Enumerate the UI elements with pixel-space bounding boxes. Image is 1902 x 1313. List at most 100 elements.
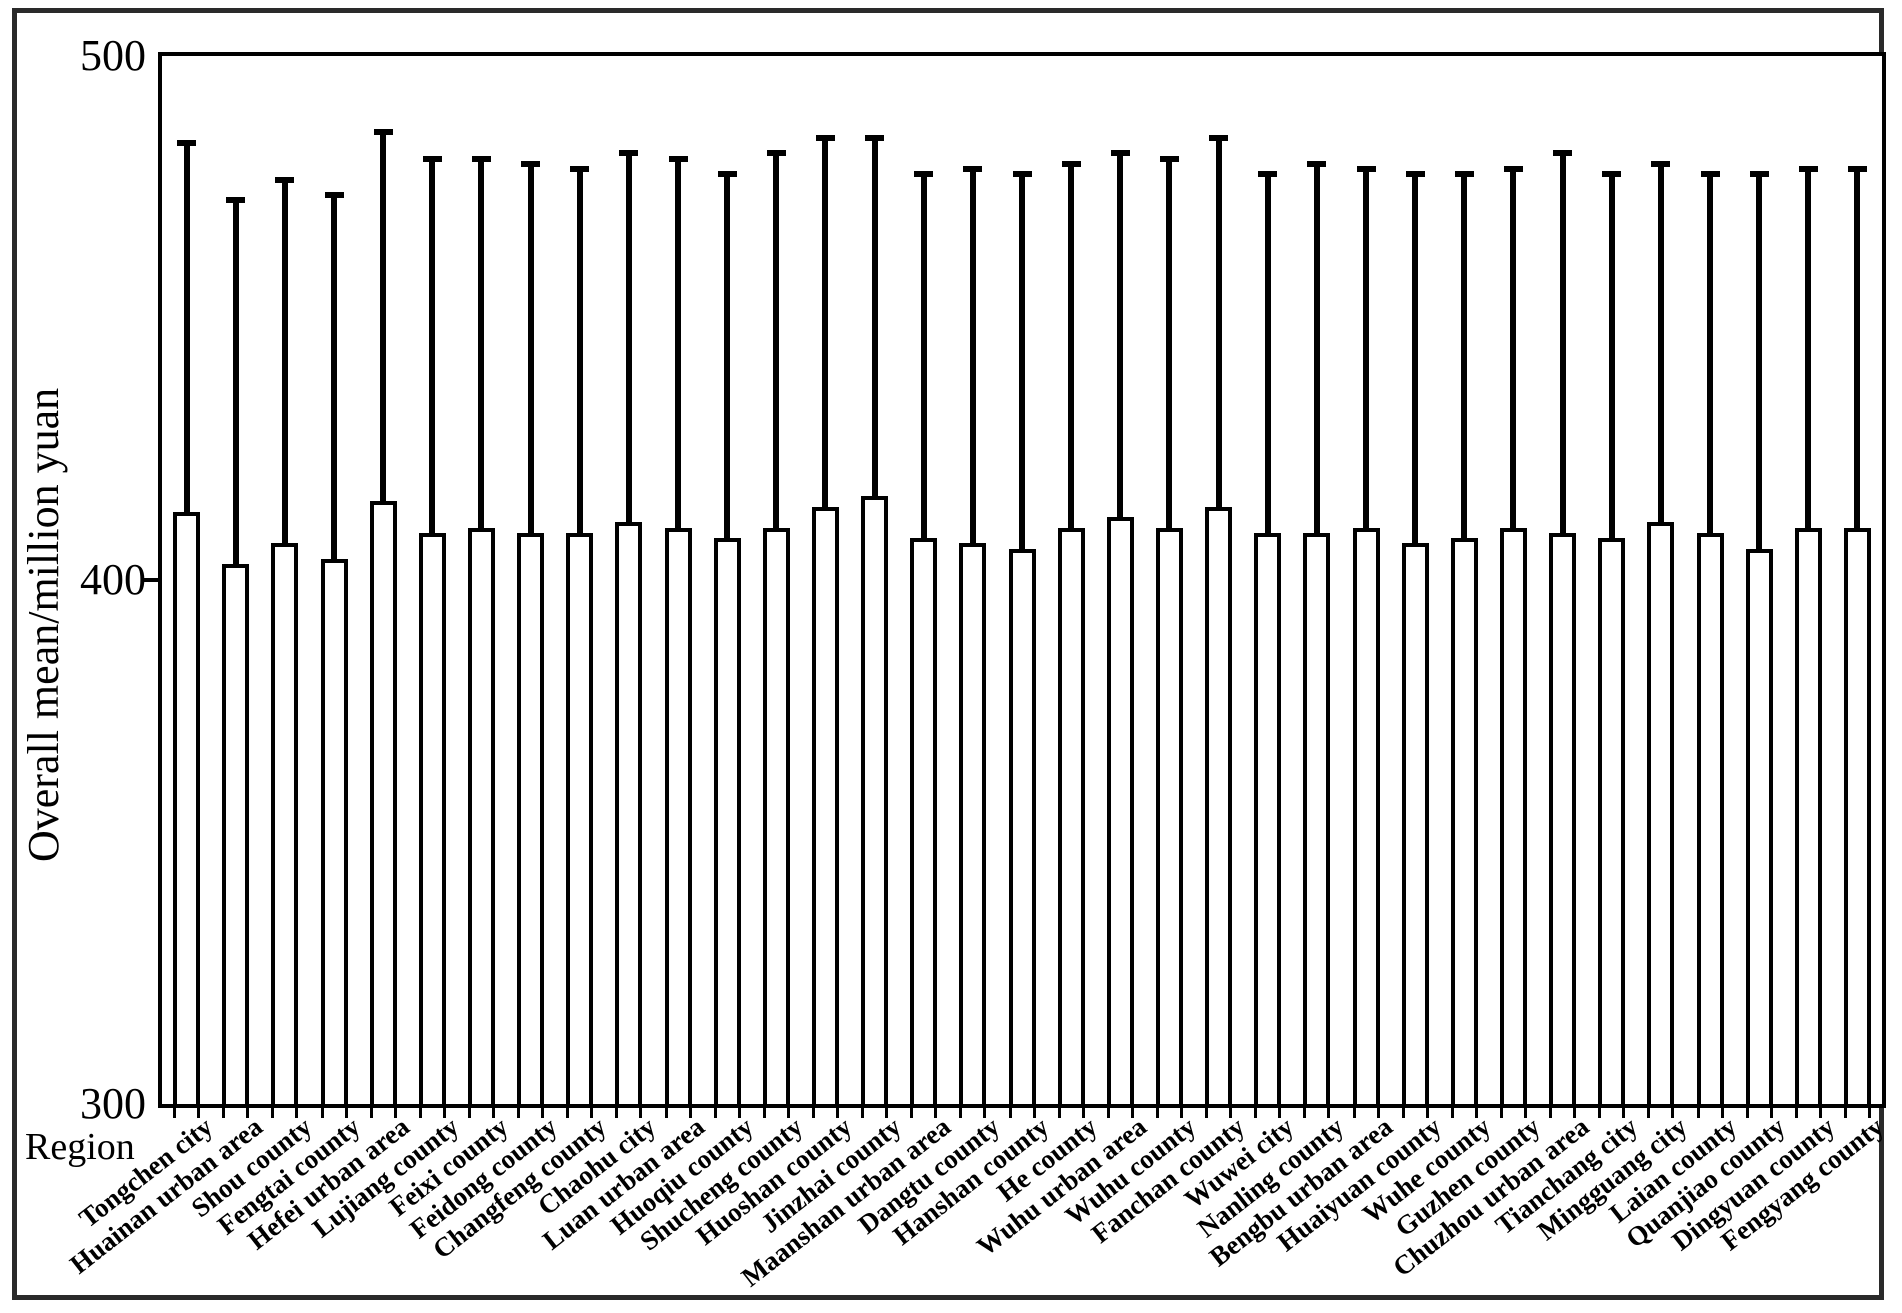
- x-tick: [393, 1104, 397, 1118]
- error-bar-cap: [1454, 171, 1474, 178]
- error-bar-cap: [815, 134, 835, 141]
- error-bar-stem: [1412, 171, 1419, 548]
- x-tick: [1229, 1104, 1233, 1118]
- x-tick: [541, 1104, 545, 1118]
- y-tick-label: 300: [80, 1079, 146, 1128]
- error-bar-cap: [865, 134, 885, 141]
- error-bar-stem: [1313, 160, 1320, 537]
- error-bar-cap: [324, 192, 344, 199]
- x-tick: [1057, 1104, 1061, 1118]
- error-bar-cap: [1503, 166, 1523, 173]
- x-tick: [861, 1104, 865, 1118]
- bar: [1549, 532, 1577, 1104]
- error-bar-cap: [668, 155, 688, 162]
- bar: [1794, 527, 1822, 1104]
- x-tick: [271, 1104, 275, 1118]
- bar: [1057, 527, 1085, 1104]
- x-tick: [885, 1104, 889, 1118]
- bar: [664, 527, 692, 1104]
- error-bar-cap: [226, 197, 246, 204]
- error-bar-cap: [619, 150, 639, 157]
- x-tick: [1549, 1104, 1553, 1118]
- x-tick: [983, 1104, 987, 1118]
- x-axis-title: Region: [25, 1126, 135, 1168]
- error-bar-stem: [232, 197, 239, 569]
- bar: [418, 532, 446, 1104]
- error-bar-stem: [331, 192, 337, 564]
- x-tick: [566, 1104, 570, 1118]
- error-bar-cap: [471, 155, 491, 162]
- bar: [1352, 527, 1380, 1104]
- x-tick: [1352, 1104, 1356, 1118]
- x-tick: [1032, 1104, 1036, 1118]
- bar: [762, 527, 790, 1104]
- x-tick: [1474, 1104, 1478, 1118]
- error-bar-stem: [1264, 171, 1271, 537]
- bar: [566, 532, 594, 1104]
- y-tick-label: 500: [80, 31, 146, 80]
- x-tick: [1794, 1104, 1798, 1118]
- error-bar-cap: [1405, 171, 1425, 178]
- error-bar-stem: [625, 150, 632, 527]
- error-bar-cap: [1061, 160, 1081, 167]
- x-tick: [1573, 1104, 1577, 1118]
- x-tick: [910, 1104, 914, 1118]
- bar: [1254, 532, 1282, 1104]
- error-bar-stem: [1608, 171, 1615, 543]
- x-tick: [1696, 1104, 1700, 1118]
- error-bar-stem: [1117, 150, 1124, 522]
- x-tick: [590, 1104, 594, 1118]
- error-bar-stem: [1559, 150, 1566, 537]
- x-tick: [959, 1104, 963, 1118]
- bar: [1450, 538, 1478, 1104]
- bar: [615, 522, 643, 1104]
- x-tick: [1867, 1104, 1871, 1118]
- x-tick: [442, 1104, 446, 1118]
- bar: [1401, 543, 1429, 1104]
- error-bar-cap: [914, 171, 934, 178]
- bar: [959, 543, 987, 1104]
- bar: [1155, 527, 1183, 1104]
- bar: [271, 543, 299, 1104]
- bar: [811, 506, 839, 1104]
- x-tick: [1303, 1104, 1307, 1118]
- x-tick: [1278, 1104, 1282, 1118]
- plot-area: [158, 52, 1886, 1118]
- error-bar-cap: [1798, 166, 1818, 173]
- bar: [1745, 548, 1773, 1104]
- bar: [517, 532, 545, 1104]
- x-tick: [1254, 1104, 1258, 1118]
- error-bar-stem: [1166, 155, 1173, 532]
- error-bar-stem: [1756, 171, 1763, 553]
- x-tick: [1818, 1104, 1822, 1118]
- error-bar-cap: [963, 166, 983, 173]
- error-bar-cap: [177, 139, 197, 146]
- error-bar-stem: [871, 134, 878, 501]
- x-tick: [1450, 1104, 1454, 1118]
- error-bar-stem: [576, 166, 583, 537]
- x-tick: [713, 1104, 717, 1118]
- bar: [1205, 506, 1233, 1104]
- error-bar-stem: [380, 129, 387, 506]
- error-bar-stem: [1805, 166, 1812, 532]
- x-tick: [369, 1104, 373, 1118]
- bar: [861, 496, 889, 1104]
- error-bar-stem: [1363, 166, 1369, 532]
- x-tick: [1720, 1104, 1724, 1118]
- bar: [1106, 517, 1134, 1104]
- x-tick: [835, 1104, 839, 1118]
- bar: [369, 501, 397, 1104]
- error-bar-cap: [521, 160, 541, 167]
- x-tick: [246, 1104, 250, 1118]
- x-tick: [1205, 1104, 1209, 1118]
- x-tick: [1008, 1104, 1012, 1118]
- x-tick: [1769, 1104, 1773, 1118]
- error-bar-stem: [1510, 166, 1517, 532]
- bar: [1303, 532, 1331, 1104]
- x-tick: [1843, 1104, 1847, 1118]
- error-bar-stem: [724, 171, 731, 543]
- error-bar-stem: [478, 155, 485, 532]
- error-bar-stem: [429, 155, 436, 537]
- x-tick: [1106, 1104, 1110, 1118]
